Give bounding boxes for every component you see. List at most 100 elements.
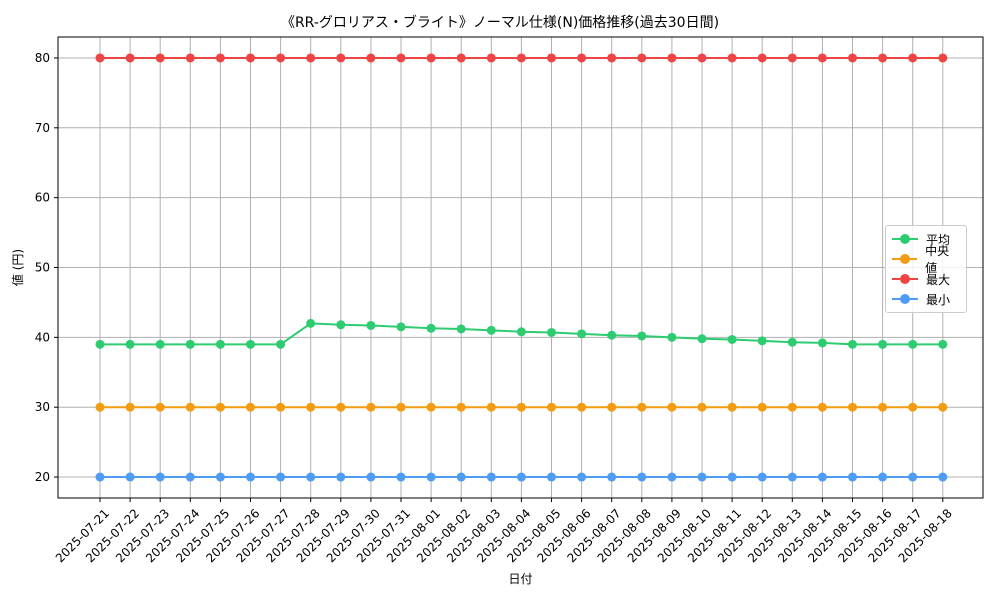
- data-point: [366, 402, 376, 412]
- data-point: [908, 339, 918, 349]
- data-point: [366, 472, 376, 482]
- legend-swatch: [892, 254, 918, 264]
- data-point: [667, 472, 677, 482]
- data-point: [456, 53, 466, 63]
- x-axis-label: 日付: [508, 572, 532, 586]
- data-point: [336, 402, 346, 412]
- series-2: [95, 53, 948, 63]
- data-point: [878, 339, 888, 349]
- data-point: [547, 402, 556, 412]
- data-point: [848, 339, 857, 349]
- legend-label: 平均: [926, 232, 951, 247]
- data-point: [276, 339, 286, 349]
- data-point: [456, 324, 466, 334]
- data-point: [155, 339, 165, 349]
- data-point: [486, 53, 496, 63]
- data-point: [727, 53, 737, 63]
- data-point: [396, 53, 406, 63]
- data-point: [727, 334, 737, 344]
- data-point: [426, 323, 436, 333]
- y-tick-label: 60: [35, 191, 50, 205]
- data-point: [426, 472, 436, 482]
- data-point: [276, 472, 286, 482]
- data-point: [787, 472, 797, 482]
- data-point: [276, 53, 286, 63]
- data-point: [155, 402, 165, 412]
- data-point: [276, 402, 286, 412]
- series-layer: [95, 53, 948, 482]
- legend-swatch: [892, 274, 918, 284]
- data-point: [878, 53, 888, 63]
- data-point: [697, 334, 707, 344]
- data-point: [246, 472, 255, 482]
- series-3: [95, 472, 948, 482]
- data-point: [246, 402, 255, 412]
- data-point: [727, 472, 737, 482]
- data-point: [607, 330, 617, 340]
- data-point: [908, 402, 918, 412]
- data-point: [366, 320, 376, 330]
- data-point: [938, 402, 948, 412]
- data-point: [637, 331, 647, 341]
- data-point: [336, 472, 346, 482]
- legend-item: 最大: [892, 269, 960, 289]
- data-point: [607, 472, 617, 482]
- data-point: [817, 53, 827, 63]
- data-point: [215, 402, 225, 412]
- data-point: [215, 339, 225, 349]
- data-point: [878, 402, 888, 412]
- data-point: [125, 402, 135, 412]
- data-point: [908, 472, 918, 482]
- data-point: [396, 322, 406, 332]
- data-point: [215, 472, 225, 482]
- y-tick-label: 20: [35, 470, 50, 484]
- data-point: [908, 53, 918, 63]
- data-point: [155, 53, 165, 63]
- data-point: [667, 332, 677, 342]
- legend-label: 最大: [926, 272, 951, 287]
- data-point: [306, 402, 316, 412]
- series-1: [95, 402, 948, 412]
- data-point: [426, 53, 436, 63]
- data-point: [95, 402, 105, 412]
- legend-swatch: [892, 294, 918, 304]
- data-point: [697, 53, 707, 63]
- data-point: [456, 402, 466, 412]
- y-axis-label: 値 (円): [10, 249, 25, 286]
- data-point: [787, 402, 797, 412]
- data-point: [757, 472, 767, 482]
- y-tick-label: 70: [35, 121, 50, 135]
- data-point: [95, 53, 105, 63]
- data-point: [246, 339, 255, 349]
- data-point: [306, 318, 316, 328]
- data-point: [577, 402, 587, 412]
- data-point: [577, 329, 587, 339]
- data-point: [336, 53, 346, 63]
- data-point: [486, 325, 496, 335]
- data-point: [878, 472, 888, 482]
- data-point: [246, 53, 255, 63]
- legend-item: 中央値: [892, 244, 960, 275]
- data-point: [757, 53, 767, 63]
- data-point: [366, 53, 376, 63]
- data-point: [516, 53, 526, 63]
- y-tick-label: 80: [35, 51, 50, 65]
- y-tick-label: 50: [35, 261, 50, 275]
- data-point: [125, 53, 135, 63]
- data-point: [95, 339, 105, 349]
- data-point: [727, 402, 737, 412]
- data-point: [697, 402, 707, 412]
- data-point: [185, 339, 195, 349]
- data-point: [185, 402, 195, 412]
- chart-title: 《RR-グロリアス・ブライト》ノーマル仕様(N)価格推移(過去30日間): [280, 15, 720, 31]
- data-point: [757, 336, 767, 346]
- data-point: [125, 472, 135, 482]
- data-point: [306, 472, 316, 482]
- grid: [58, 37, 983, 498]
- data-point: [848, 53, 857, 63]
- data-point: [547, 472, 556, 482]
- data-point: [697, 472, 707, 482]
- data-point: [938, 339, 948, 349]
- y-tick-label: 30: [35, 400, 50, 414]
